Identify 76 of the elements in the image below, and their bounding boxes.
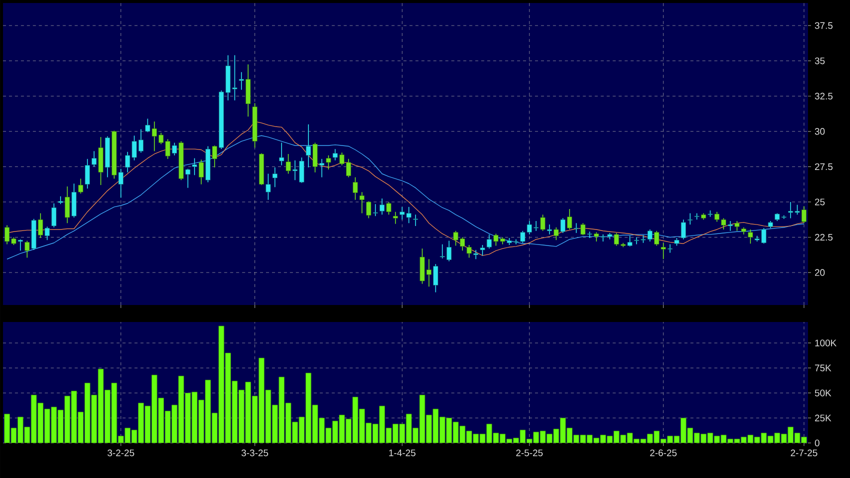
candlestick — [326, 154, 331, 170]
x-tick-label: 2-5-25 — [516, 450, 543, 456]
candlestick — [554, 226, 559, 240]
candlestick — [627, 235, 632, 247]
x-tick-label: 3-2-25 — [108, 450, 134, 456]
candlestick — [480, 244, 486, 256]
candlestick — [466, 244, 472, 258]
y-tick-label: 27.5 — [814, 163, 833, 170]
y-tick-label: 0 — [814, 440, 820, 446]
candlestick — [748, 229, 753, 244]
candlestick — [24, 240, 30, 258]
candlestick — [312, 142, 318, 173]
candlestick — [734, 220, 740, 232]
candlestick — [319, 158, 324, 178]
candlestick — [198, 159, 204, 185]
candlestick — [654, 230, 660, 246]
x-tick-label: 2-7-25 — [790, 450, 818, 456]
candlestick — [366, 200, 372, 219]
candlestick — [567, 208, 572, 230]
candlestick — [72, 183, 76, 218]
x-tick-label: 2-6-25 — [650, 450, 677, 456]
candlestick — [51, 202, 56, 228]
candlestick — [372, 204, 378, 216]
candlestick — [279, 142, 284, 166]
y-tick-label: 50K — [814, 390, 832, 396]
candlestick — [238, 72, 244, 90]
candlestick — [359, 192, 364, 214]
y-tick-label: 32.5 — [814, 92, 833, 100]
candlestick — [574, 222, 579, 234]
y-tick-label: 20 — [814, 269, 825, 276]
x-tick-label: 3-3-25 — [242, 450, 268, 456]
candlestick — [266, 173, 271, 200]
candlestick — [78, 178, 84, 194]
candlestick — [473, 250, 478, 260]
candlestick — [547, 224, 552, 235]
candlestick — [192, 158, 198, 176]
candlestick — [386, 202, 392, 216]
y-tick-label: 25K — [814, 414, 832, 422]
candlestick — [38, 212, 44, 238]
candlestick — [145, 118, 150, 133]
candlestick — [44, 226, 50, 240]
candlestick — [286, 154, 291, 174]
candlestick — [433, 264, 438, 293]
candlestick — [486, 234, 492, 249]
candlestick — [668, 244, 673, 254]
candlestick — [413, 214, 418, 226]
candlestick — [594, 232, 599, 242]
candlestick — [660, 242, 666, 260]
candlestick — [580, 222, 586, 236]
y-tick-label: 30 — [814, 128, 825, 135]
y-tick-label: 75K — [815, 364, 832, 372]
candlestick — [118, 168, 124, 198]
candlestick — [92, 150, 97, 168]
candlestick — [332, 148, 338, 161]
candlestick — [272, 166, 278, 188]
candlestick — [680, 219, 686, 240]
candlestick — [306, 124, 311, 168]
candlestick — [212, 145, 218, 168]
y-tick-label: 100K — [815, 340, 837, 346]
candlestick — [352, 176, 358, 200]
candlestick — [84, 158, 90, 189]
candlestick — [728, 220, 733, 232]
candlestick — [380, 198, 385, 216]
candlestick — [392, 211, 398, 224]
x-tick-label: 1-4-25 — [389, 450, 416, 456]
candlestick — [172, 142, 177, 156]
candlestick — [560, 218, 566, 234]
candlestick — [688, 212, 693, 225]
candlestick — [802, 206, 806, 224]
y-tick-label: 22.5 — [814, 234, 833, 241]
y-tick-label: 37.5 — [814, 22, 833, 29]
y-tick-label: 35 — [814, 57, 825, 64]
candlestick — [64, 186, 70, 224]
candlestick — [540, 214, 546, 232]
candlestick — [185, 168, 190, 188]
y-tick-label: 25 — [814, 198, 825, 206]
